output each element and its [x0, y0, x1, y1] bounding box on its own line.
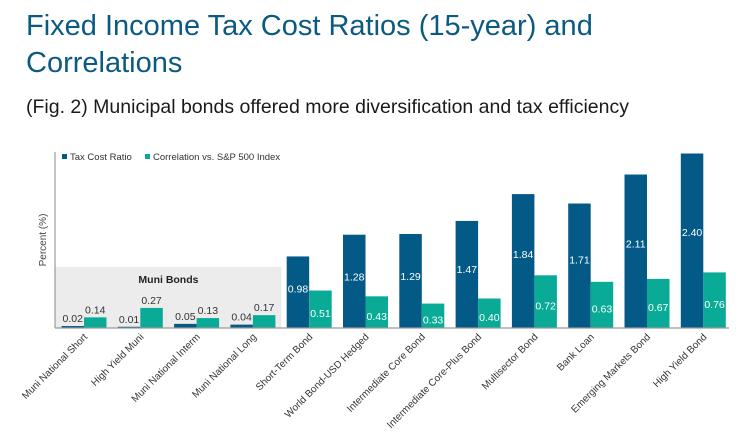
bar-correlation-high-yield-muni: [140, 307, 163, 328]
bar-tax-cost-ratio-high-yield-muni: [117, 326, 141, 328]
data-label-correlation-emerging-markets-bond: 0.67: [648, 302, 669, 314]
bar-tax-cost-ratio-bank-loan: [568, 203, 591, 328]
data-label-correlation-short-term-bond: 0.51: [310, 308, 331, 320]
data-label-correlation-world-bond-usd-hedged: 0.43: [367, 311, 388, 323]
bar-correlation-muni-national-short: [84, 317, 107, 328]
bar-correlation-intermediate-core-bond: [421, 303, 445, 328]
data-label-tax-cost-ratio-world-bond-usd-hedged: 1.28: [344, 271, 365, 283]
bar-tax-cost-ratio-emerging-markets-bond: [624, 174, 647, 328]
page-title: Fixed Income Tax Cost Ratios (15-year) a…: [26, 10, 593, 79]
bar-correlation-short-term-bond: [309, 290, 332, 328]
legend-label-correlation: Correlation vs. S&P 500 Index: [153, 152, 280, 163]
data-label-correlation-muni-national-interm: 0.13: [198, 305, 219, 317]
data-label-correlation-multisector-bond: 0.72: [535, 300, 556, 312]
legend: Tax Cost Ratio Correlation vs. S&P 500 I…: [62, 152, 280, 163]
bar-correlation-muni-national-long: [252, 315, 276, 328]
data-label-tax-cost-ratio-intermediate-core-plus-bond: 1.47: [457, 264, 478, 276]
bar-tax-cost-ratio-world-bond-usd-hedged: [343, 234, 366, 328]
legend-swatch-correlation: [145, 154, 150, 159]
legend-label-tax-cost-ratio: Tax Cost Ratio: [70, 152, 132, 163]
bar-tax-cost-ratio-muni-national-long: [230, 324, 253, 328]
bar-tax-cost-ratio-multisector-bond: [511, 194, 535, 328]
category-label-multisector-bond: Multisector Bond: [480, 332, 540, 392]
legend-swatch-tax-cost-ratio: [62, 154, 67, 159]
muni-bonds-group-label: Muni Bonds: [138, 274, 198, 286]
data-label-tax-cost-ratio-short-term-bond: 0.98: [288, 283, 309, 295]
category-label-short-term-bond: Short-Term Bond: [254, 332, 315, 393]
figure-subtitle: (Fig. 2) Municipal bonds offered more di…: [26, 96, 629, 118]
data-label-tax-cost-ratio-muni-national-long: 0.04: [231, 312, 252, 324]
data-label-tax-cost-ratio-muni-national-short: 0.02: [63, 313, 84, 325]
category-label-muni-national-long: Muni National Long: [190, 332, 259, 401]
y-axis-label: Percent (%): [38, 214, 49, 267]
data-label-correlation-muni-national-short: 0.14: [85, 304, 106, 316]
data-label-tax-cost-ratio-high-yield-bond: 2.40: [682, 227, 703, 239]
bar-tax-cost-ratio-short-term-bond: [286, 256, 310, 328]
data-label-tax-cost-ratio-emerging-markets-bond: 2.11: [626, 238, 646, 250]
data-label-correlation-high-yield-muni: 0.27: [141, 295, 162, 307]
bar-tax-cost-ratio-muni-national-short: [61, 326, 84, 328]
category-label-muni-national-short: Muni National Short: [20, 332, 90, 402]
bar-correlation-intermediate-core-plus-bond: [478, 298, 501, 328]
bar-correlation-muni-national-interm: [196, 318, 220, 328]
bar-correlation-bank-loan: [590, 281, 614, 328]
bar-correlation-high-yield-bond: [703, 272, 726, 328]
data-label-tax-cost-ratio-high-yield-muni: 0.01: [119, 314, 140, 326]
data-label-correlation-bank-loan: 0.63: [592, 304, 613, 316]
bar-correlation-world-bond-usd-hedged: [365, 296, 388, 328]
data-label-tax-cost-ratio-intermediate-core-bond: 1.29: [400, 271, 421, 283]
data-label-correlation-high-yield-bond: 0.76: [704, 299, 725, 311]
bar-tax-cost-ratio-muni-national-interm: [174, 323, 197, 328]
bar-correlation-multisector-bond: [534, 275, 557, 328]
bar-tax-cost-ratio-high-yield-bond: [680, 153, 704, 328]
data-label-tax-cost-ratio-bank-loan: 1.71: [569, 254, 590, 266]
data-label-tax-cost-ratio-muni-national-interm: 0.05: [175, 311, 196, 323]
category-label-high-yield-bond: High Yield Bond: [651, 332, 709, 390]
data-label-correlation-muni-national-long: 0.17: [254, 302, 275, 314]
data-label-correlation-intermediate-core-bond: 0.33: [423, 315, 444, 327]
category-label-bank-loan: Bank Loan: [555, 332, 597, 374]
data-label-correlation-intermediate-core-plus-bond: 0.40: [479, 312, 500, 324]
bar-tax-cost-ratio-intermediate-core-plus-bond: [455, 220, 479, 328]
bar-correlation-emerging-markets-bond: [647, 278, 670, 328]
category-label-high-yield-muni: High Yield Muni: [90, 332, 147, 389]
bar-tax-cost-ratio-intermediate-core-bond: [399, 233, 422, 328]
data-label-tax-cost-ratio-multisector-bond: 1.84: [513, 249, 534, 261]
category-label-intermediate-core-plus-bond: Intermediate Core-Plus Bond: [385, 332, 484, 431]
